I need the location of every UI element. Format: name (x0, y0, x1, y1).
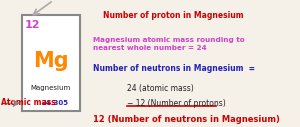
Text: 24.305: 24.305 (41, 100, 68, 106)
Text: Magnesium atomic mass rounding to
nearest whole number = 24: Magnesium atomic mass rounding to neares… (93, 37, 244, 51)
Text: Mg: Mg (33, 51, 68, 71)
Text: Number of proton in Magnesium: Number of proton in Magnesium (103, 11, 244, 20)
Text: 12: 12 (25, 20, 40, 30)
Text: − 12 (Number of protons): − 12 (Number of protons) (127, 99, 226, 108)
Text: 24 (atomic mass): 24 (atomic mass) (127, 84, 194, 93)
Text: Magnesium: Magnesium (31, 85, 71, 91)
Text: Number of neutrons in Magnesium  =: Number of neutrons in Magnesium = (93, 64, 255, 73)
Polygon shape (50, 0, 69, 1)
Bar (22, 15, 80, 111)
Text: Atomic mass: Atomic mass (1, 98, 56, 107)
Text: 12 (Number of neutrons in Magnesium): 12 (Number of neutrons in Magnesium) (93, 115, 280, 124)
